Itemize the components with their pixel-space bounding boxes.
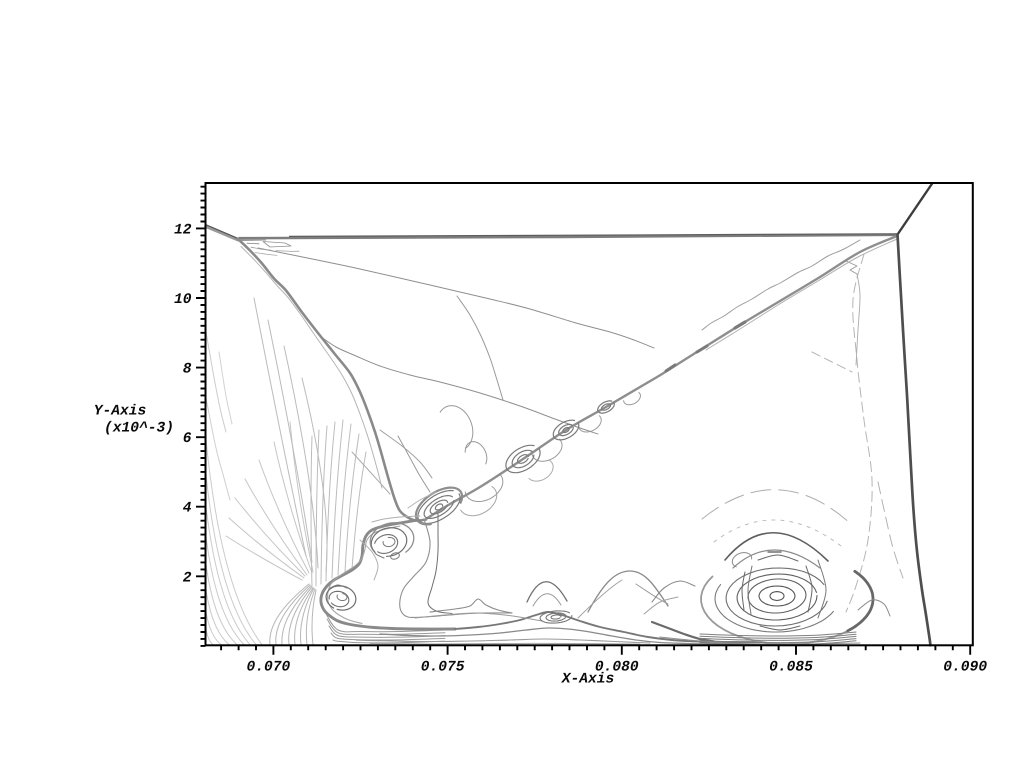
- svg-text:0.070: 0.070: [247, 660, 291, 676]
- svg-text:Y-Axis: Y-Axis: [94, 404, 147, 420]
- svg-text:2: 2: [183, 570, 192, 586]
- svg-text:6: 6: [183, 431, 192, 447]
- svg-text:12: 12: [174, 222, 192, 238]
- svg-text:X-Axis: X-Axis: [561, 672, 615, 688]
- svg-text:10: 10: [174, 292, 192, 308]
- svg-text:0.080: 0.080: [595, 660, 639, 676]
- svg-text:4: 4: [183, 501, 192, 517]
- svg-text:0.085: 0.085: [769, 660, 813, 676]
- svg-text:8: 8: [183, 362, 192, 378]
- svg-text:0.090: 0.090: [943, 660, 987, 676]
- svg-text:(x10^-3): (x10^-3): [104, 421, 174, 437]
- svg-text:0.075: 0.075: [421, 660, 465, 676]
